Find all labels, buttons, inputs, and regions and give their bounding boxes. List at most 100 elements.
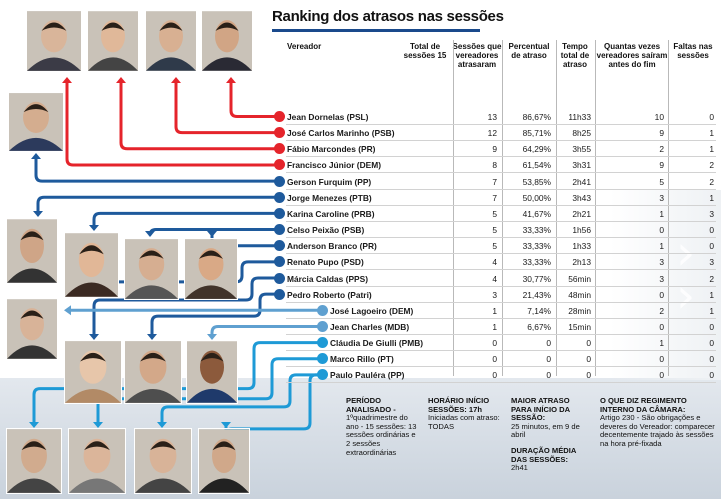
- header-total-sessoes: Total de sessões 15: [403, 42, 447, 60]
- row-cell-faltas: 0: [709, 112, 714, 122]
- row-cell-faltas: 1: [709, 289, 714, 300]
- row-cell-percentual: 6,67%: [527, 321, 551, 332]
- vereador-portrait: [6, 298, 58, 360]
- row-vereador-name: Marco Rillo (PT): [330, 354, 394, 365]
- arrow-head-icon: [171, 77, 181, 83]
- arrow-head-icon: [221, 422, 231, 428]
- row-marker-dot: [317, 304, 328, 316]
- row-cell-faltas: 2: [709, 273, 714, 284]
- chevron-right-icon: ›: [676, 268, 696, 324]
- row-vereador-name: José Carlos Marinho (PSB): [287, 128, 395, 139]
- row-marker-dot: [274, 111, 285, 122]
- row-cell-saidas: 1: [659, 338, 664, 349]
- arrow-head-icon: [31, 153, 41, 159]
- row-marker-dot: [317, 353, 328, 365]
- info-maior-atraso-value: 25 minutos, em 9 de abril: [511, 421, 580, 440]
- row-cell-percentual: 0: [546, 354, 551, 365]
- row-cell-tempo: 2h41: [572, 176, 591, 187]
- info-maior-atraso-label: MAIOR ATRASO PARA INÍCIO DA SESSÃO:: [511, 396, 570, 423]
- row-cell-faltas: 0: [709, 354, 714, 365]
- arrow-head-icon: [62, 77, 72, 83]
- row-vereador-name: Jorge Menezes (PTB): [287, 192, 372, 203]
- header-faltas: Faltas nas sessões: [673, 42, 713, 60]
- row-divider: [286, 188, 716, 190]
- column-divider: [595, 40, 596, 376]
- row-marker-dot: [317, 337, 328, 349]
- vereador-portrait: [87, 10, 139, 72]
- info-duracao-value: 2h41: [511, 463, 528, 473]
- row-divider: [286, 172, 716, 174]
- vereador-portrait: [8, 92, 64, 152]
- row-cell-tempo: 0: [586, 354, 591, 365]
- header-vereador: Vereador: [287, 42, 322, 51]
- row-cell-saidas: 5: [659, 176, 664, 187]
- info-periodo-label: PERÍODO ANALISADO -: [346, 396, 396, 414]
- row-divider: [286, 253, 716, 255]
- column-divider: [556, 40, 557, 376]
- row-cell-sessoes: 7: [492, 176, 497, 187]
- column-divider: [502, 40, 503, 376]
- row-cell-saidas: 3: [659, 192, 664, 203]
- row-vereador-name: Karina Caroline (PRB): [287, 208, 375, 219]
- row-cell-tempo: 15min: [568, 321, 591, 332]
- row-marker-dot: [274, 224, 285, 236]
- row-cell-saidas: 10: [654, 112, 664, 122]
- row-cell-faltas: 2: [709, 176, 714, 187]
- row-cell-tempo: 0: [586, 338, 591, 349]
- row-cell-faltas: 3: [709, 257, 714, 268]
- row-vereador-name: Francisco Júnior (DEM): [287, 160, 381, 171]
- row-cell-sessoes: 7: [492, 192, 497, 203]
- vereador-portrait: [145, 10, 197, 72]
- connector-line: [92, 276, 275, 335]
- info-periodo: PERÍODO ANALISADO - 1ºquadrimestre do an…: [346, 396, 420, 457]
- arrow-head-icon: [157, 422, 167, 428]
- row-cell-percentual: 85,71%: [522, 128, 551, 139]
- row-cell-percentual: 33,33%: [522, 241, 551, 252]
- row-cell-saidas: 9: [659, 160, 664, 171]
- row-cell-saidas: 2: [659, 305, 664, 316]
- row-cell-sessoes: 1: [492, 321, 497, 332]
- row-vereador-name: Jean Charles (MDB): [330, 321, 410, 332]
- vereador-portrait: [124, 340, 182, 404]
- row-cell-tempo: 3h55: [572, 144, 591, 155]
- row-cell-saidas: 3: [659, 257, 664, 268]
- row-vereador-name: Márcia Caldas (PPS): [287, 273, 368, 284]
- arrow-head-icon: [207, 231, 217, 237]
- connector-line: [70, 260, 275, 284]
- row-cell-faltas: 0: [709, 225, 714, 236]
- row-divider: [286, 350, 716, 352]
- row-cell-percentual: 7,14%: [527, 305, 551, 316]
- row-marker-dot: [274, 256, 285, 268]
- connector-line: [160, 373, 318, 423]
- row-cell-tempo: 11h33: [568, 112, 591, 122]
- vereador-portrait: [68, 428, 126, 494]
- vereador-portrait: [6, 428, 62, 494]
- row-cell-saidas: 0: [659, 321, 664, 332]
- row-cell-faltas: 1: [709, 144, 714, 155]
- row-vereador-name: Renato Pupo (PSD): [287, 257, 364, 268]
- row-vereador-name: Cláudia De Giulli (PMB): [330, 338, 424, 349]
- row-marker-dot: [274, 191, 285, 203]
- row-cell-saidas: 0: [659, 354, 664, 365]
- vereador-portrait: [64, 340, 122, 404]
- arrow-head-icon: [33, 211, 43, 217]
- row-cell-sessoes: 9: [492, 144, 497, 155]
- connector-line: [229, 82, 275, 118]
- row-marker-dot: [274, 272, 285, 284]
- row-cell-sessoes: 0: [492, 370, 497, 381]
- row-cell-sessoes: 1: [492, 305, 497, 316]
- vereador-portrait: [134, 428, 192, 494]
- row-cell-saidas: 0: [659, 289, 664, 300]
- info-periodo-value: 1ºquadrimestre do ano - 15 sessões: 13 s…: [346, 413, 417, 457]
- row-cell-percentual: 64,29%: [522, 144, 551, 155]
- row-cell-saidas: 2: [659, 144, 664, 155]
- info-horario-value: Iniciadas com atraso: TODAS: [428, 413, 500, 431]
- row-cell-percentual: 61,54%: [522, 160, 551, 171]
- row-cell-sessoes: 3: [492, 289, 497, 300]
- row-cell-saidas: 1: [659, 208, 664, 219]
- row-cell-saidas: 9: [659, 128, 664, 139]
- row-divider: [286, 156, 716, 158]
- row-marker-dot: [274, 240, 285, 252]
- row-marker-dot: [274, 127, 285, 139]
- info-regimento-label: O QUE DIZ REGIMENTO INTERNO DA CÂMARA:: [600, 396, 687, 414]
